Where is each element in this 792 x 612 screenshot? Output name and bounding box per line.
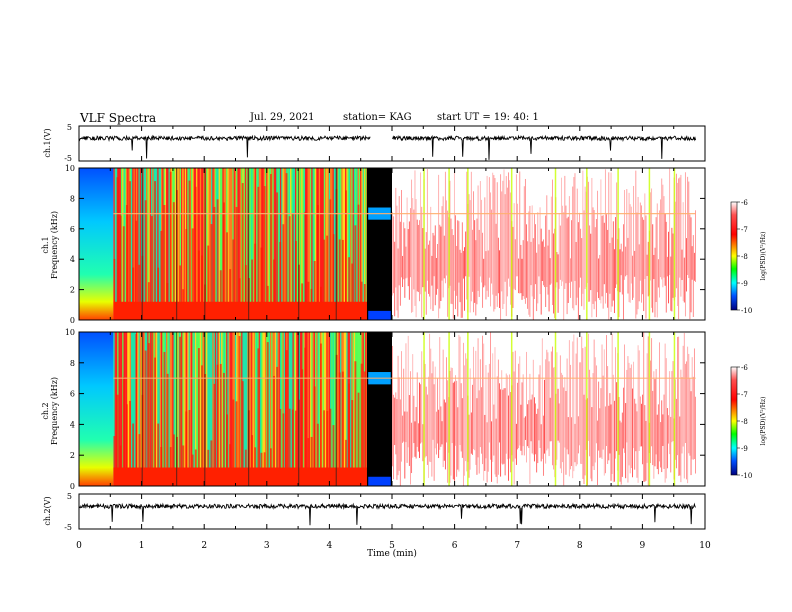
time-tick-1: 1 — [139, 541, 145, 551]
time-tick-6: 6 — [452, 541, 458, 551]
time-tick-8: 8 — [577, 541, 583, 551]
spec-region-quiet — [79, 168, 114, 320]
colorbar-tick-3: -9 — [741, 445, 748, 453]
spec1-ytick-0: 0 — [70, 316, 75, 325]
colorbar-tick-4: -10 — [741, 472, 752, 480]
colorbar-scale — [730, 366, 738, 476]
colorbar-label: log(PSD)(V²/Hz) — [760, 397, 767, 446]
colorbar-tick-3: -9 — [741, 280, 748, 288]
spec-region-quiet — [79, 332, 114, 486]
spec2-ytick-3: 6 — [70, 390, 75, 399]
time-tick-2: 2 — [201, 541, 207, 551]
ch1-ytick-bottom: -5 — [64, 154, 72, 163]
colorbar-scale — [730, 201, 738, 311]
colorbar-tick-4: -10 — [741, 307, 752, 315]
ch1-colorbar: -6 -7 -8 -9 -10 log(PSD)(V²/Hz) — [730, 199, 767, 315]
spec2-ytick-4: 8 — [70, 359, 75, 368]
ch1-ytick-top: 5 — [67, 123, 72, 132]
time-tick-4: 4 — [327, 541, 333, 551]
ch1-spec-ylabel-line2: Frequency (kHz) — [50, 211, 59, 279]
time-tick-5: 5 — [389, 541, 395, 551]
ch2-spec-ylabel: ch.2 Frequency (kHz) — [41, 377, 59, 445]
figure-title: VLF Spectra — [80, 111, 157, 125]
time-tick-3: 3 — [264, 541, 270, 551]
time-axis-label: Time (min) — [367, 548, 417, 559]
ch2-waveform-ylabel: ch.2(V) — [43, 496, 52, 525]
spec-region-nodata — [366, 332, 392, 486]
colorbar-tick-1: -7 — [741, 391, 748, 399]
ch2-ytick-bottom: -5 — [64, 523, 72, 532]
colorbar-label: log(PSD)(V²/Hz) — [760, 232, 767, 281]
colorbar-tick-0: -6 — [741, 199, 748, 207]
ch1-spec-ylabel: ch.1 Frequency (kHz) — [41, 211, 59, 279]
time-tick-10: 10 — [699, 541, 711, 551]
spec1-ytick-4: 8 — [70, 194, 75, 203]
date-label: Jul. 29, 2021 — [250, 112, 315, 123]
spec1-ytick-1: 2 — [70, 286, 75, 295]
ch1-spectrogram-panel: 0 2 4 6 8 10 — [65, 164, 706, 325]
time-tick-9: 9 — [640, 541, 646, 551]
colorbar-tick-2: -8 — [741, 418, 748, 426]
spec1-ytick-3: 6 — [70, 225, 75, 234]
colorbar-tick-2: -8 — [741, 253, 748, 261]
ch1-waveform-line — [78, 134, 697, 160]
spec2-ytick-1: 2 — [70, 451, 75, 460]
time-tick-7: 7 — [514, 541, 520, 551]
ch2-colorbar: -6 -7 -8 -9 -10 log(PSD)(V²/Hz) — [730, 364, 767, 480]
time-axis: 0 1 2 3 4 5 6 7 8 9 10 — [76, 541, 711, 551]
colorbar-tick-1: -7 — [741, 226, 748, 234]
spec-region-nodata — [366, 168, 392, 320]
ch2-spec-ylabel-line2: Frequency (kHz) — [50, 377, 59, 445]
start-time-label: start UT = 19: 40: 1 — [437, 112, 539, 123]
spec1-ytick-2: 4 — [70, 255, 75, 264]
colorbar-tick-0: -6 — [741, 364, 748, 372]
ch1-spec-ylabel-line1: ch.1 — [41, 236, 50, 253]
ch2-ytick-top: 5 — [67, 492, 72, 501]
ch1-waveform-ylabel: ch.1(V) — [43, 128, 52, 157]
ch2-waveform-line — [78, 502, 696, 526]
ch2-waveform-panel — [78, 493, 706, 530]
spec2-ytick-5: 10 — [65, 328, 75, 337]
time-tick-0: 0 — [76, 541, 82, 551]
station-label: station= KAG — [343, 112, 412, 123]
spec2-ytick-2: 4 — [70, 420, 75, 429]
ch1-waveform-panel — [78, 125, 706, 162]
spec2-ytick-0: 0 — [70, 482, 75, 491]
spec1-ytick-5: 10 — [65, 164, 75, 173]
ch2-spec-ylabel-line1: ch.2 — [41, 402, 50, 419]
ch2-spectrogram-panel: 0 2 4 6 8 10 — [65, 328, 706, 491]
